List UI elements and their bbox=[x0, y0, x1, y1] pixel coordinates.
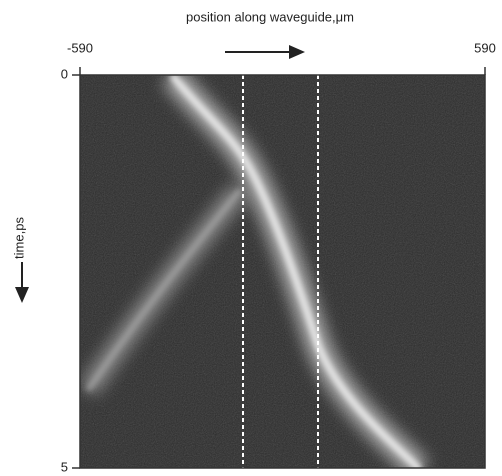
y-direction-arrow bbox=[15, 262, 29, 303]
x-axis-label: position along waveguide,μm bbox=[186, 9, 354, 24]
y-tick-label: 0 bbox=[61, 66, 68, 81]
plot-frame bbox=[79, 74, 486, 469]
x-tick-label: -590 bbox=[67, 40, 93, 55]
x-tick-label: 590 bbox=[474, 40, 496, 55]
y-tick-label: 5 bbox=[61, 459, 68, 474]
x-direction-arrow bbox=[225, 45, 305, 59]
y-axis-label: time,ps bbox=[11, 217, 26, 259]
heatmap-image bbox=[80, 75, 485, 468]
